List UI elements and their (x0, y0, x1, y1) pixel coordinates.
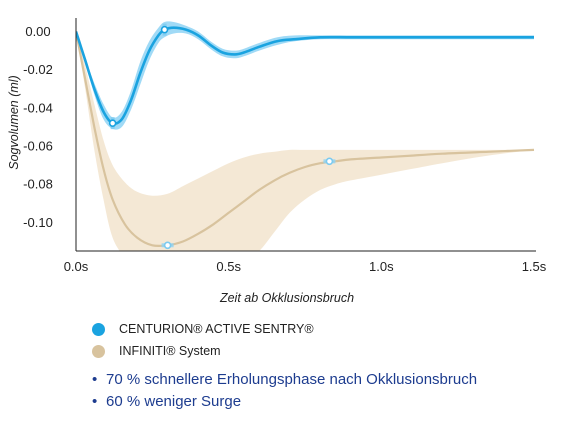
legend-swatch-centurion (92, 322, 105, 336)
benefit-list: • 70 % schnellere Erholungsphase nach Ok… (92, 368, 477, 412)
data-point-marker (325, 157, 334, 166)
confidence-bands (76, 21, 534, 251)
data-point-marker (163, 241, 172, 250)
series-markers (108, 23, 336, 250)
confidence-band-infiniti (76, 31, 534, 251)
legend-label-centurion: CENTURION® ACTIVE SENTRY® (119, 322, 314, 336)
x-tick-label: 0.5s (216, 259, 241, 274)
tick-labels: 0.00 -0.02 -0.04 -0.06 -0.08 -0.10 0.0s 0.5s 1.0… (23, 24, 547, 274)
y-tick-label: -0.06 (23, 139, 53, 154)
benefit-item: • 70 % schnellere Erholungsphase nach Ok… (92, 368, 477, 390)
y-axis-label: Sogvolumen (ml) (7, 75, 21, 169)
bullet-icon: • (92, 392, 98, 410)
legend-swatch-infiniti (92, 344, 105, 358)
y-tick-label: -0.08 (23, 177, 53, 192)
x-tick-label: 1.0s (369, 259, 394, 274)
x-axis-label: Zeit ab Okklusionsbruch (219, 291, 354, 305)
x-tick-label: 0.0s (64, 259, 89, 274)
legend: CENTURION® ACTIVE SENTRY® INFINITI® Syst… (92, 318, 314, 362)
y-tick-label: -0.02 (23, 62, 53, 77)
data-point-marker (160, 25, 169, 34)
data-point-marker (108, 119, 117, 127)
legend-label-infiniti: INFINITI® System (119, 344, 221, 358)
series-line-infiniti (76, 31, 535, 248)
benefit-text: 60 % weniger Surge (106, 392, 242, 410)
legend-item-centurion: CENTURION® ACTIVE SENTRY® (92, 318, 314, 340)
x-tick-label: 1.5s (522, 259, 547, 274)
legend-item-infiniti: INFINITI® System (92, 340, 314, 362)
benefit-text: 70 % schnellere Erholungsphase nach Okkl… (106, 370, 478, 388)
y-tick-label: -0.10 (23, 215, 53, 230)
y-tick-label: -0.04 (23, 100, 53, 115)
bullet-icon: • (92, 370, 98, 388)
y-tick-label: 0.00 (25, 24, 50, 39)
axes (75, 18, 536, 252)
series-line-centurion (76, 26, 534, 125)
benefit-item: • 60 % weniger Surge (92, 390, 477, 412)
chart: 0.00 -0.02 -0.04 -0.06 -0.08 -0.10 0.0s 0.5s 1.0… (7, 18, 547, 305)
